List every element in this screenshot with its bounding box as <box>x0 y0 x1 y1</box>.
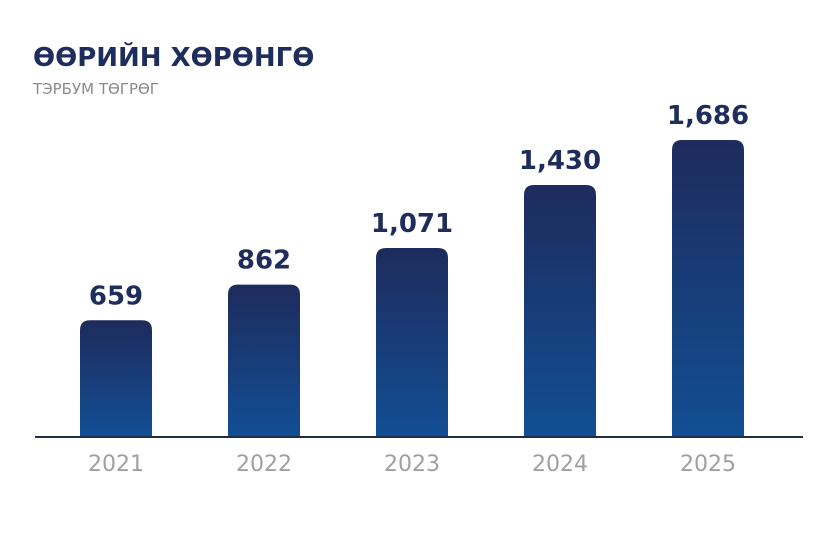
x-tick-label: 2023 <box>384 452 440 477</box>
x-tick-label: 2024 <box>532 452 588 477</box>
chart-subtitle: ТЭРБУМ ТӨГРӨГ <box>32 80 159 98</box>
bar <box>376 247 448 436</box>
bar <box>672 140 744 436</box>
value-label: 1,071 <box>371 209 453 239</box>
value-label: 862 <box>237 246 291 276</box>
bar <box>228 284 300 436</box>
x-tick-label: 2021 <box>88 452 144 477</box>
x-tick-label: 2022 <box>236 452 292 477</box>
bar <box>80 320 152 436</box>
chart-title: ӨӨРИЙН ХӨРӨНГӨ <box>33 41 314 73</box>
value-label: 659 <box>89 281 143 311</box>
value-label: 1,430 <box>519 146 601 176</box>
value-label: 1,686 <box>667 101 749 131</box>
bar <box>524 184 596 436</box>
x-tick-label: 2025 <box>680 452 736 477</box>
